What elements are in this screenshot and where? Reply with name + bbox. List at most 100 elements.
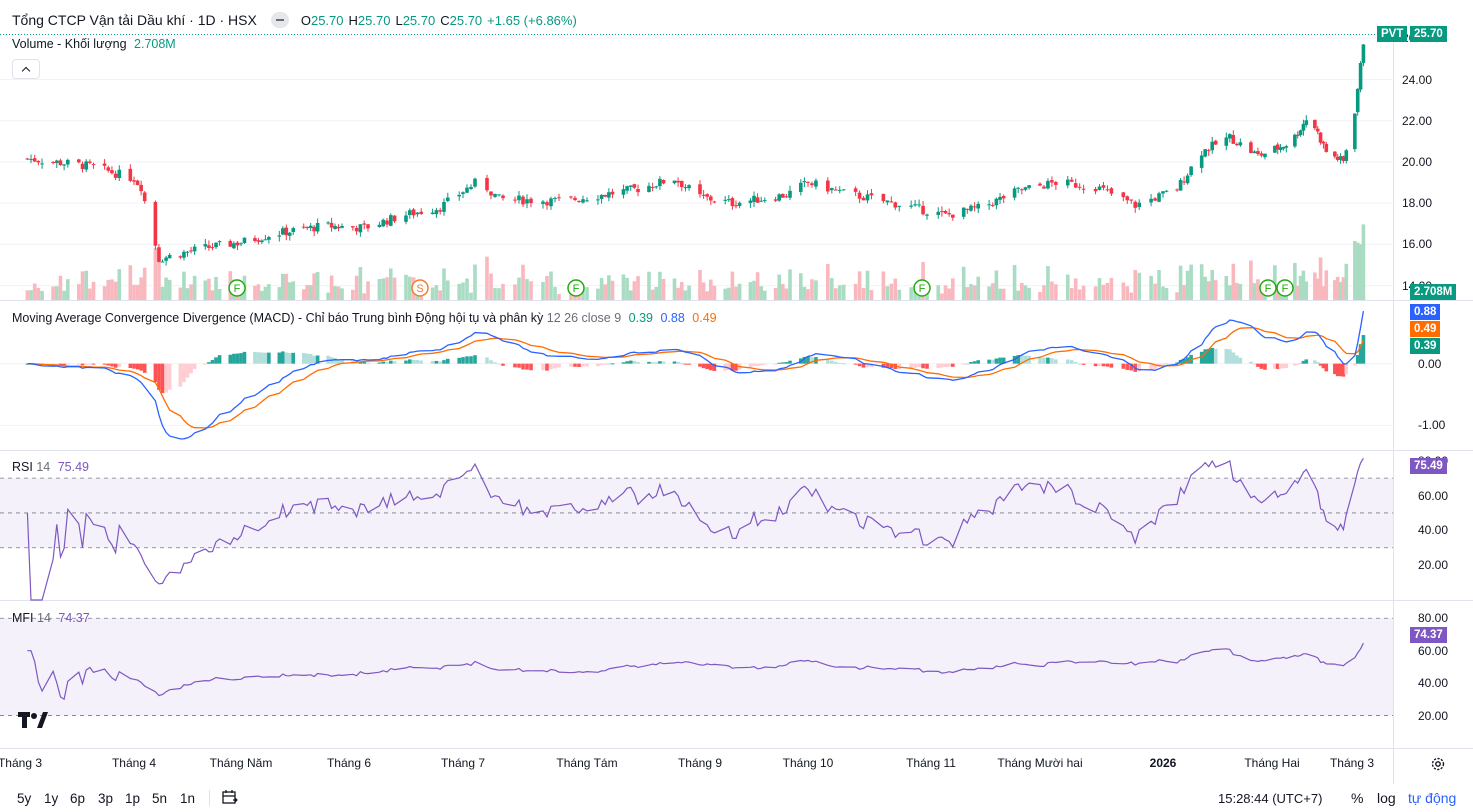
macd-histogram-bar xyxy=(752,363,756,367)
range-1y-button[interactable]: 1y xyxy=(44,791,59,806)
macd-histogram-bar xyxy=(1203,349,1207,364)
macd-legend[interactable]: Moving Average Convergence Divergence (M… xyxy=(12,311,717,325)
macd-histogram-bar xyxy=(1341,363,1346,377)
candle-body xyxy=(1335,156,1340,160)
volume-bar xyxy=(291,281,296,300)
volume-bar xyxy=(153,248,158,300)
candle-body xyxy=(1333,151,1337,157)
macd-histogram-bar xyxy=(676,361,680,364)
macd-histogram-bar xyxy=(362,361,366,364)
macd-histogram-bar xyxy=(167,363,172,390)
macd-histogram-bar xyxy=(25,363,30,365)
candle-body xyxy=(281,228,285,235)
change-value: +1.65 (+6.86%) xyxy=(487,12,577,28)
candle-body xyxy=(1081,188,1086,190)
volume-legend[interactable]: Volume - Khối lượng 2.708M xyxy=(12,37,176,51)
macd-histogram-bar xyxy=(759,363,763,366)
macd-histogram-bar xyxy=(1105,363,1110,367)
macd-histogram-bar xyxy=(596,363,600,367)
rsi-legend[interactable]: RSI 14 75.49 xyxy=(12,460,89,474)
macd-histogram-bar xyxy=(305,353,309,364)
percent-scale-button[interactable]: % xyxy=(1351,790,1364,806)
collapse-indicators-button[interactable] xyxy=(12,59,40,79)
macd-histogram-bar xyxy=(358,361,363,364)
macd-histogram-bar xyxy=(91,363,96,365)
volume-bar xyxy=(287,282,292,300)
candle-body xyxy=(263,239,268,241)
settings-gear-icon[interactable] xyxy=(1430,756,1446,772)
range-1m-button[interactable]: 1p xyxy=(125,791,141,806)
macd-histogram-bar xyxy=(217,355,222,364)
macd-histogram-bar xyxy=(160,363,165,394)
auto-scale-button[interactable]: tự động xyxy=(1408,790,1457,806)
volume-bar xyxy=(106,279,111,300)
volume-bar xyxy=(102,286,107,300)
candle-body xyxy=(1235,143,1239,146)
volume-bar xyxy=(1149,275,1153,300)
macd-histogram-bar xyxy=(1224,348,1229,364)
macd-histogram-bar xyxy=(232,353,236,364)
range-5y-button[interactable]: 5y xyxy=(17,791,32,806)
log-scale-button[interactable]: log xyxy=(1377,790,1396,806)
range-3m-button[interactable]: 3p xyxy=(98,791,114,806)
macd-histogram-bar xyxy=(679,363,684,365)
macd-histogram-bar xyxy=(889,363,894,369)
macd-histogram-bar xyxy=(599,363,604,366)
clock-timezone[interactable]: 15:28:44 (UTC+7) xyxy=(1218,791,1323,806)
candle-body xyxy=(312,226,316,232)
range-1d-button[interactable]: 1n xyxy=(180,791,196,806)
candle-body xyxy=(497,194,501,196)
macd-histogram-bar xyxy=(837,362,842,364)
volume-bar xyxy=(473,264,477,300)
candle-body xyxy=(1149,198,1153,203)
candle-body xyxy=(142,192,147,202)
candle-body xyxy=(1097,186,1102,190)
macd-line-badge: 0.88 xyxy=(1410,304,1441,320)
volume-bar xyxy=(430,287,435,300)
macd-histogram-bar xyxy=(632,360,637,364)
volume-bar xyxy=(91,281,96,300)
symbol-title[interactable]: Tổng CTCP Vận tải Dầu khí · 1D · HSX xyxy=(12,12,257,28)
candle-body xyxy=(730,198,735,207)
range-6m-button[interactable]: 6p xyxy=(70,791,86,806)
macd-histogram-bar xyxy=(573,363,577,367)
macd-histogram-bar xyxy=(965,363,970,365)
candle-body xyxy=(308,225,313,228)
macd-histogram-bar xyxy=(493,362,497,364)
candle-body xyxy=(110,170,114,174)
macd-histogram-bar xyxy=(521,363,525,370)
range-5d-button[interactable]: 5n xyxy=(152,791,168,806)
volume-bar xyxy=(381,278,385,300)
volume-bar xyxy=(340,288,344,300)
candle-body xyxy=(1259,153,1264,156)
hide-legend-button[interactable] xyxy=(270,12,289,28)
macd-histogram-bar xyxy=(603,363,608,365)
go-to-date-calendar-icon[interactable] xyxy=(221,788,239,806)
candle-body xyxy=(164,257,168,261)
macd-histogram-bar xyxy=(830,360,834,364)
volume-bar xyxy=(1137,272,1141,300)
candle-body xyxy=(438,210,442,212)
macd-histogram-bar xyxy=(1235,355,1239,364)
volume-bar xyxy=(990,283,995,300)
candle-body xyxy=(235,242,240,246)
price-tick-label: 22.00 xyxy=(1402,113,1433,128)
volume-bar xyxy=(1185,270,1190,300)
macd-histogram-bar xyxy=(1077,363,1082,365)
tradingview-logo-icon[interactable] xyxy=(18,710,48,732)
volume-bar xyxy=(139,277,143,300)
candle-body xyxy=(1105,189,1110,191)
candle-body xyxy=(1206,150,1211,152)
volume-bar xyxy=(763,290,767,300)
mfi-legend-value: 74.37 xyxy=(58,611,90,625)
macd-legend-label: Moving Average Convergence Divergence (M… xyxy=(12,311,544,325)
event-marker xyxy=(228,279,246,297)
volume-bar xyxy=(203,280,208,300)
macd-histogram-bar xyxy=(773,363,778,365)
candle-body xyxy=(865,194,870,201)
macd-histogram-bar xyxy=(961,363,966,365)
candle-body xyxy=(260,240,264,243)
macd-histogram-bar xyxy=(84,363,88,365)
mfi-legend[interactable]: MFI 14 74.37 xyxy=(12,611,90,625)
